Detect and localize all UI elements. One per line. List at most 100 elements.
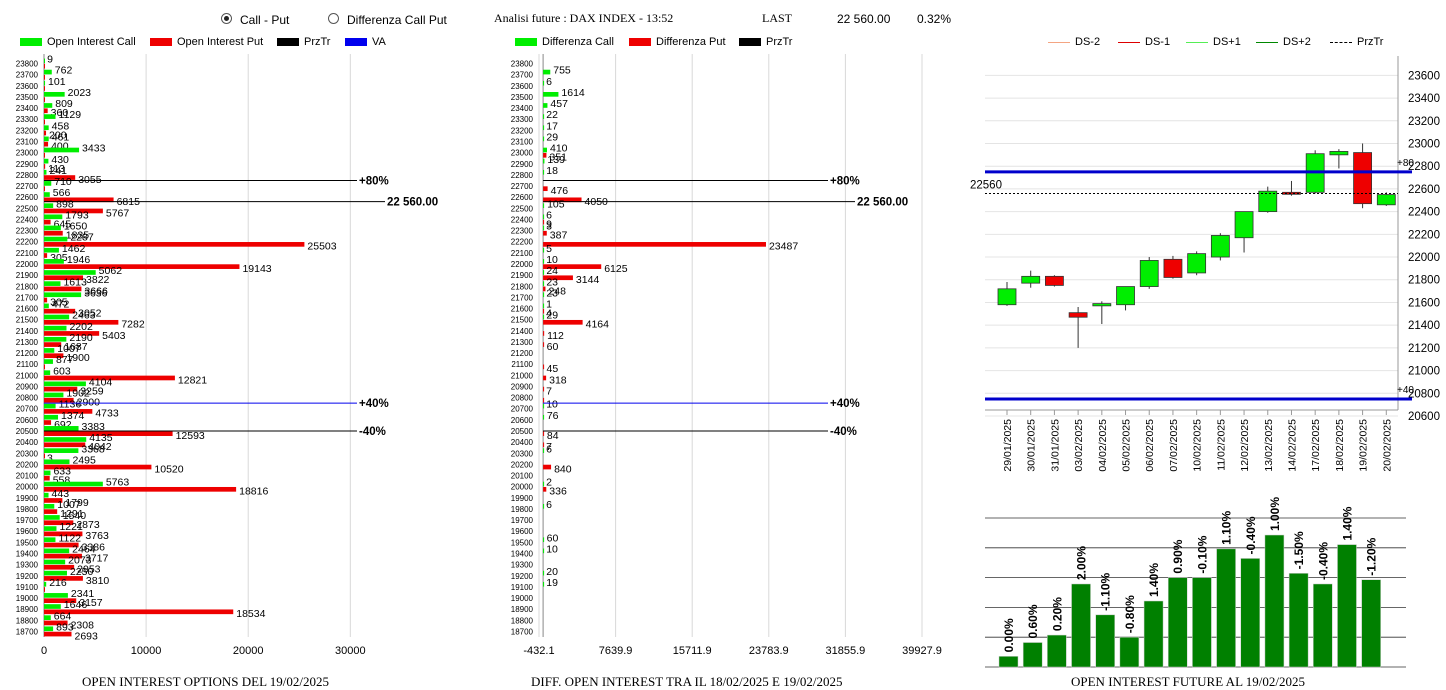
- call-value-label: 1946: [67, 254, 91, 266]
- candle-body: [1021, 275, 1041, 284]
- call-value-label: 1540: [63, 510, 87, 522]
- call-bar: [44, 615, 51, 620]
- call-value-label: 5763: [106, 477, 130, 489]
- date-tick-label: 17/02/2025: [1310, 419, 1322, 472]
- future-oi-bar: [1313, 583, 1333, 668]
- call-bar: [543, 448, 545, 453]
- call-bar: [44, 414, 59, 420]
- y-tick-label: 22000: [1408, 252, 1440, 264]
- put-bar: [44, 353, 64, 359]
- put-bar: [543, 230, 547, 236]
- put-bar: [44, 297, 48, 303]
- legend-label: DS-2: [1075, 36, 1101, 48]
- call-value-label: 457: [550, 98, 568, 110]
- candle-body: [1092, 303, 1112, 307]
- lower-level-label: +40: [1397, 385, 1414, 396]
- future-oi-label: 0.60%: [1026, 604, 1040, 638]
- future-oi-bar: [1337, 544, 1357, 668]
- strike-label: 22300: [16, 227, 39, 236]
- strike-label: 19600: [511, 527, 534, 536]
- call-bar: [44, 247, 59, 253]
- call-put-radio-label[interactable]: Call - Put: [240, 13, 290, 27]
- call-bar: [44, 214, 63, 220]
- legend-label: Differenza Call: [542, 36, 614, 48]
- put-bar: [44, 97, 45, 102]
- put-value-label: 3259: [80, 385, 104, 397]
- call-bar: [44, 426, 79, 431]
- strike-label: 20700: [16, 405, 39, 414]
- call-value-label: 19: [546, 577, 558, 589]
- put-bar: [543, 486, 547, 492]
- put-value-label: 19143: [242, 263, 271, 275]
- put-value-label: 10520: [154, 463, 183, 475]
- strike-label: 20200: [511, 460, 534, 469]
- call-bar: [543, 114, 545, 119]
- put-value-label: 18816: [239, 486, 268, 498]
- strike-label: 20300: [16, 449, 39, 458]
- strike-label: 22700: [16, 182, 39, 191]
- call-bar: [44, 259, 64, 264]
- future-oi-bar: [1361, 579, 1381, 668]
- call-bar: [44, 570, 67, 576]
- legend-label: DS-1: [1145, 36, 1171, 48]
- put-bar: [44, 119, 45, 125]
- legend-label: DS+2: [1283, 36, 1311, 48]
- put-bar: [543, 152, 547, 158]
- put-bar: [44, 420, 52, 425]
- call-value-label: 2495: [72, 454, 96, 466]
- strike-label: 23000: [16, 149, 39, 158]
- call-bar: [543, 581, 545, 587]
- call-bar: [44, 80, 46, 86]
- call-value-label: 10: [546, 543, 558, 555]
- strike-label: 18800: [511, 616, 534, 625]
- candle-body: [1210, 235, 1230, 258]
- diff-radio[interactable]: [328, 13, 339, 24]
- call-value-label: 3: [546, 221, 552, 233]
- call-value-label: 2250: [70, 566, 94, 578]
- call-value-label: 241: [49, 165, 67, 177]
- call-bar: [543, 225, 545, 231]
- strike-label: 19000: [511, 594, 534, 603]
- put-value-label: 318: [549, 374, 567, 386]
- put-bar: [44, 531, 83, 537]
- put-bar: [543, 431, 545, 436]
- call-value-label: 472: [52, 299, 70, 311]
- y-tick-label: 22400: [1408, 207, 1440, 219]
- call-value-label: 2202: [69, 321, 93, 333]
- strike-label: 19400: [511, 549, 534, 558]
- put-value-label: 45: [547, 363, 559, 375]
- strike-label: 21600: [16, 305, 39, 314]
- x-tick-label: 15711.9: [673, 645, 712, 657]
- call-bar: [44, 203, 54, 209]
- strike-label: 20100: [511, 472, 534, 481]
- call-bar: [543, 247, 545, 253]
- legend-swatch: [1330, 42, 1352, 43]
- strike-label: 22100: [16, 249, 39, 258]
- call-bar: [543, 214, 545, 220]
- call-value-label: 6: [546, 443, 552, 455]
- call-value-label: 10: [546, 399, 558, 411]
- call-put-radio[interactable]: [221, 13, 232, 24]
- put-bar: [44, 175, 76, 180]
- put-bar: [44, 186, 45, 192]
- call-bar: [44, 515, 60, 520]
- strike-label: 21700: [511, 293, 534, 302]
- call-value-label: 1221: [59, 521, 83, 533]
- diff-radio-label[interactable]: Differenza Call Put: [347, 13, 447, 27]
- call-bar: [44, 281, 61, 286]
- put-value-label: 3055: [78, 174, 102, 186]
- call-value-label: 1902: [66, 388, 90, 400]
- put-bar: [44, 486, 237, 492]
- put-bar: [543, 331, 545, 336]
- call-bar: [543, 303, 545, 309]
- strike-label: 21400: [16, 327, 39, 336]
- strike-label: 23600: [16, 82, 39, 91]
- legend-swatch: [739, 38, 761, 46]
- call-bar: [44, 604, 61, 609]
- future-oi-label: 1.40%: [1340, 506, 1354, 540]
- strike-label: 21900: [511, 271, 534, 280]
- strike-label: 23400: [16, 104, 39, 113]
- mid-chart-title: DIFF. OPEN INTEREST TRA IL 18/02/2025 E …: [531, 674, 843, 689]
- put-value-label: 84: [547, 430, 559, 442]
- strike-label: 20500: [511, 427, 534, 436]
